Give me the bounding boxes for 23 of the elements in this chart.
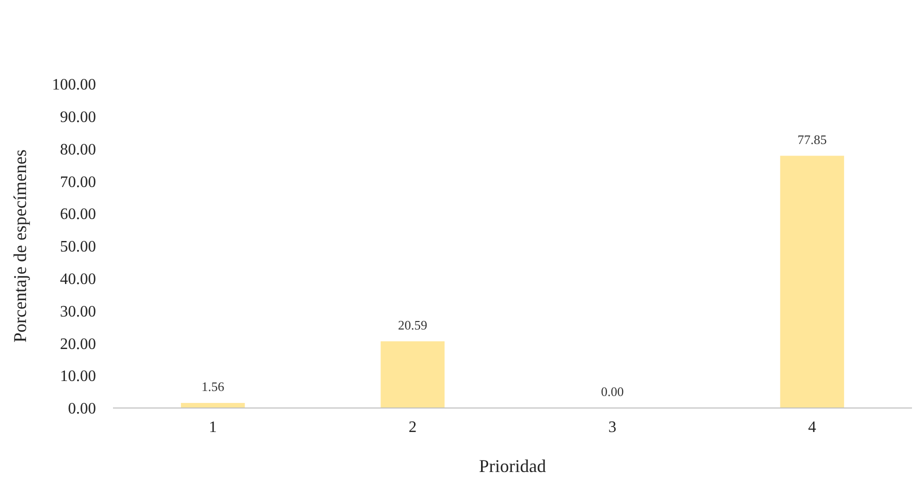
y-tick-label: 0.00 <box>68 400 96 418</box>
bar <box>380 341 445 408</box>
y-tick-label: 30.00 <box>60 303 96 320</box>
data-label: 20.59 <box>398 317 428 332</box>
y-tick-label: 50.00 <box>60 238 96 256</box>
data-label: 77.85 <box>798 132 827 147</box>
data-label: 0.00 <box>601 384 624 399</box>
y-tick-label: 40.00 <box>60 271 96 288</box>
y-tick-label: 10.00 <box>60 368 96 386</box>
y-axis-title: Porcentaje de especímenes <box>10 150 30 342</box>
x-tick-label: 1 <box>208 419 217 436</box>
x-tick-label: 3 <box>608 419 616 436</box>
y-tick-label: 60.00 <box>60 206 96 224</box>
bar <box>780 156 844 408</box>
y-tick-label: 90.00 <box>60 109 96 126</box>
x-tick-label: 4 <box>808 419 816 436</box>
x-axis-title: Prioridad <box>479 456 546 476</box>
x-tick-label: 2 <box>408 419 417 436</box>
y-tick-label: 100.00 <box>52 76 96 94</box>
y-tick-label: 20.00 <box>60 336 96 353</box>
data-label: 1.56 <box>202 378 225 394</box>
y-tick-label: 80.00 <box>60 141 96 158</box>
y-tick-label: 70.00 <box>60 174 96 191</box>
